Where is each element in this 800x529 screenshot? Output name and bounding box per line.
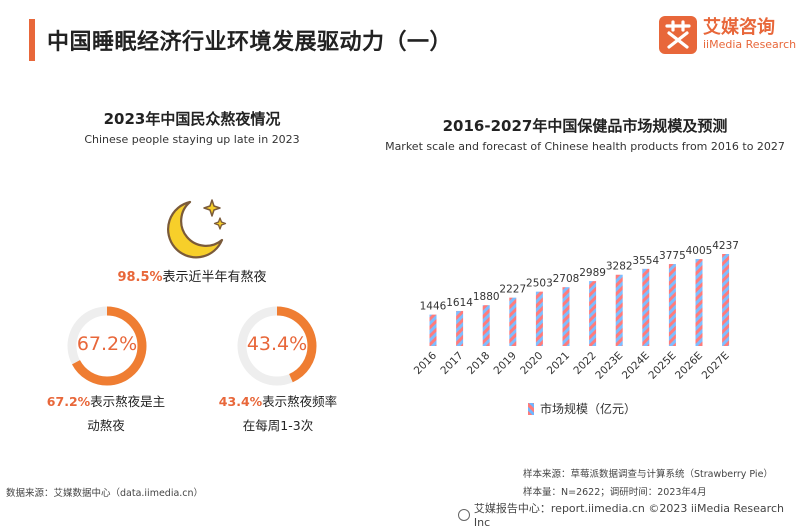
x-tick-label: 2025E — [646, 350, 678, 382]
chart-title: 2016-2027年中国保健品市场规模及预测 — [442, 117, 728, 135]
donut-caption-line2: 在每周1-3次 — [242, 418, 314, 433]
x-tick-label: 2019 — [492, 350, 519, 377]
logo-mark-icon — [659, 16, 697, 54]
bar-2021 — [562, 287, 570, 346]
donut-caption-pct: 43.4% — [218, 394, 263, 409]
x-tick-label: 2016 — [412, 349, 440, 377]
donut-arc — [237, 306, 317, 386]
donut-caption-line1: 表示熬夜是主 — [90, 394, 166, 409]
donut-value: 67.2% — [76, 333, 138, 355]
data-label: 4005 — [686, 245, 713, 257]
data-label: 1614 — [446, 297, 473, 309]
bar-2018 — [482, 305, 490, 346]
bar-2022 — [589, 281, 597, 346]
legend-swatch — [528, 402, 534, 415]
donut-caption-frequency: 43.4%表示熬夜频率 在每周1-3次 — [206, 390, 350, 438]
data-label: 2989 — [579, 267, 606, 279]
data-label: 1446 — [420, 301, 447, 313]
data-label: 4237 — [712, 240, 739, 252]
donut-arc — [67, 306, 147, 386]
chart-subtitle: Market scale and forecast of Chinese hea… — [385, 140, 785, 153]
bar-2016 — [429, 314, 437, 346]
data-label: 2503 — [526, 278, 553, 290]
data-label: 3775 — [659, 250, 686, 262]
market-scale-bar-chart: 1446 2016 1614 2017 1880 2018 2227 2019 2503 2020… — [412, 240, 739, 382]
report-center-icon — [458, 508, 470, 521]
iimedia-logo: 艾媒咨询 iiMedia Research — [659, 16, 796, 54]
donut-caption-pct: 67.2% — [46, 394, 91, 409]
data-label: 3282 — [606, 261, 633, 273]
x-tick-label: 2024E — [620, 350, 652, 382]
title-accent-bar — [29, 19, 35, 61]
chart-legend: 市场规模（亿元） — [528, 400, 636, 417]
moon-stat-value: 98.5% — [117, 270, 163, 285]
bar-2019 — [509, 297, 517, 346]
footer-text: 艾媒报告中心：report.iimedia.cn ©2023 iiMedia R… — [473, 502, 784, 529]
data-label: 2708 — [553, 273, 580, 285]
x-tick-label: 2021 — [545, 350, 572, 377]
footer: 艾媒报告中心：report.iimedia.cn ©2023 iiMedia R… — [458, 500, 800, 529]
page-title: 中国睡眠经济行业环境发展驱动力（一） — [47, 30, 453, 55]
moon-stat-text: 表示近半年有熬夜 — [162, 270, 267, 285]
moon-stars-icon — [160, 196, 230, 264]
data-label: 2227 — [499, 284, 526, 296]
logo-en-text: iiMedia Research — [703, 38, 797, 51]
donut-caption-line2: 动熬夜 — [87, 418, 125, 433]
bar-2020 — [535, 291, 543, 346]
data-source: 数据来源：艾媒数据中心（data.iimedia.cn） — [6, 488, 204, 499]
bar-2023E — [615, 274, 623, 346]
bar-2027E — [722, 254, 730, 346]
left-panel-title: 2023年中国民众熬夜情况 — [103, 110, 281, 128]
legend-label: 市场规模（亿元） — [540, 402, 637, 416]
bar-2024E — [642, 268, 650, 346]
donut-caption-active: 67.2%表示熬夜是主 动熬夜 — [36, 390, 176, 438]
x-tick-label: 2017 — [438, 350, 465, 377]
x-tick-label: 2023E — [593, 350, 625, 382]
left-panel-subtitle: Chinese people staying up late in 2023 — [84, 133, 300, 146]
x-tick-label: 2020 — [518, 350, 545, 377]
x-tick-label: 2026E — [673, 350, 705, 382]
logo-cn-text: 艾媒咨询 — [703, 17, 775, 38]
donut-chart-frequency: 43.4% — [236, 305, 318, 387]
donut-caption-line1: 表示熬夜频率 — [262, 394, 338, 409]
x-tick-label: 2018 — [465, 350, 492, 377]
donut-chart-active: 67.2% — [66, 305, 148, 387]
bar-2026E — [695, 259, 703, 346]
x-tick-label: 2027E — [700, 350, 732, 382]
data-label: 3554 — [632, 255, 659, 267]
moon-stat: 98.5%表示近半年有熬夜 — [72, 266, 312, 285]
sample-source: 样本来源：草莓派数据调查与计算系统（Strawberry Pie） — [523, 469, 773, 480]
sample-size: 样本量：N=2622；调研时间：2023年4月 — [523, 487, 707, 498]
donut-value: 43.4% — [246, 333, 308, 355]
bar-2017 — [456, 310, 464, 346]
data-label: 1880 — [473, 291, 500, 303]
bar-2025E — [668, 264, 676, 346]
